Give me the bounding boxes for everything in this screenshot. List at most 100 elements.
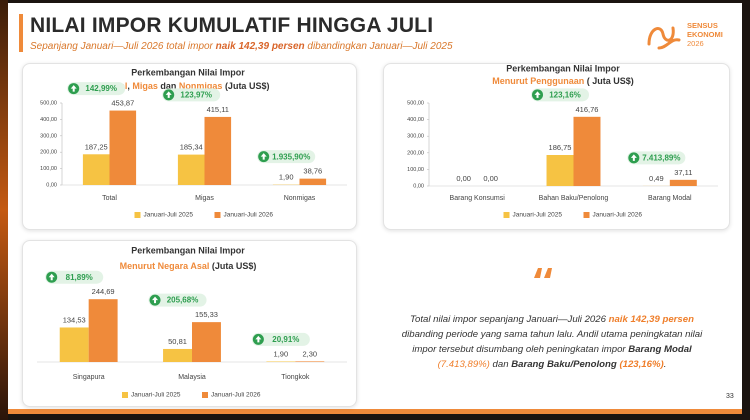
growth-label: 1.935,90% (272, 152, 310, 161)
growth-label: 123,16% (549, 90, 581, 99)
y-tick-label: 500,00 (40, 100, 57, 106)
chart-title: Perkembangan Nilai Impor (131, 245, 245, 255)
bar (204, 116, 232, 185)
value-label: 186,75 (549, 143, 572, 152)
legend-swatch (503, 212, 510, 218)
growth-badge (148, 293, 207, 307)
legend-label: Januari-Juli 2025 (144, 212, 194, 219)
value-label: 0,00 (483, 174, 498, 183)
growth-badge (67, 82, 126, 96)
y-tick-label: 200,00 (407, 150, 424, 156)
chart-panel (22, 240, 357, 407)
growth-badge (45, 270, 104, 284)
growth-label: 123,97% (180, 91, 212, 100)
value-label: 1,90 (274, 349, 289, 358)
subtitle-part: (Juta US$) (222, 81, 269, 91)
summary-part: dan (489, 359, 512, 370)
growth-arrow (260, 153, 267, 160)
subtitle-part: Nonmigas (179, 81, 223, 91)
slide-subtitle: Sepanjang Januari—Juli 2026 total impor … (30, 41, 453, 52)
x-tick-label: Bahan Baku/Penolong (539, 195, 609, 202)
value-label: 0,00 (456, 174, 471, 183)
value-label: 453,87 (111, 99, 134, 108)
y-tick-label: 100,00 (407, 167, 424, 173)
legend-swatch (122, 392, 128, 398)
value-label: 185,34 (180, 143, 203, 152)
quote-icon (534, 268, 552, 278)
summary-highlight: (7.413,89%) (437, 359, 490, 370)
x-tick-label: Singapura (73, 374, 105, 381)
growth-arrow (165, 91, 172, 98)
value-label: 187,25 (85, 142, 108, 151)
value-label: 50,81 (168, 337, 187, 346)
y-tick-label: 0,00 (413, 183, 424, 189)
y-tick-label: 100,00 (40, 166, 57, 172)
summary-part: dibanding periode yang sama tahun lalu. … (401, 329, 703, 355)
value-label: 416,76 (576, 105, 599, 114)
summary-bold: Barang Baku/Penolong (511, 359, 617, 370)
growth-label: 81,89% (66, 273, 93, 282)
value-label: 0,49 (649, 174, 664, 183)
growth-arrow (630, 154, 637, 161)
x-tick-label: Malaysia (178, 374, 206, 381)
value-label: 37,11 (674, 168, 692, 177)
subtitle-part: Sepanjang Januari—Juli 2026 total impor (30, 41, 216, 52)
chart: Perkembangan Nilai Impor Menurut Negara … (37, 245, 347, 399)
summary-bold: Barang Modal (628, 344, 692, 355)
bar (669, 179, 697, 186)
bar (88, 299, 118, 362)
growth-badge (257, 150, 316, 164)
summary-text: Total nilai impor sepanjang Januari—Juli… (392, 312, 712, 372)
value-label: 244,69 (92, 287, 115, 296)
summary-highlight: (123,16%) (619, 359, 664, 370)
legend-label: Januari-Juli 2026 (593, 212, 643, 219)
legend-label: Januari-Juli 2025 (513, 212, 563, 219)
value-label: 2,30 (302, 349, 317, 358)
legend-swatch (583, 212, 590, 218)
x-tick-label: Tiongkok (281, 374, 310, 381)
subtitle-part: (Juta US$) (209, 261, 256, 271)
legend-swatch (134, 212, 141, 218)
y-tick-label: 0,00 (46, 182, 57, 188)
chart-title: Perkembangan Nilai Impor (506, 63, 620, 73)
summary-highlight: naik 142,39 persen (608, 314, 694, 325)
value-label: 38,76 (303, 167, 322, 176)
growth-arrow (152, 296, 159, 304)
chart: Perkembangan Nilai Impor Total, Migas da… (40, 67, 347, 219)
growth-label: 20,91% (272, 335, 299, 344)
bar (163, 348, 192, 362)
logo: SENSUS EKONOMI 2026 (647, 21, 723, 50)
growth-badge (162, 88, 221, 102)
growth-arrow (255, 335, 262, 343)
bar (82, 154, 110, 185)
title-accent (19, 14, 23, 52)
value-label: 415,11 (207, 105, 229, 114)
subtitle-part: Menurut Penggunaan (492, 76, 584, 86)
y-tick-label: 400,00 (40, 117, 57, 123)
growth-label: 142,99% (85, 84, 117, 93)
growth-arrow (48, 273, 55, 281)
y-tick-label: 500,00 (407, 100, 424, 106)
bar (573, 116, 601, 186)
subtitle-part: ( Juta US$) (584, 76, 634, 86)
chart: Perkembangan Nilai Impor Menurut Penggun… (407, 63, 718, 219)
growth-badge (251, 332, 310, 346)
x-tick-label: Barang Modal (648, 195, 692, 202)
subtitle-part: Migas (132, 81, 158, 91)
value-label: 134,53 (63, 315, 86, 324)
page-number: 33 (726, 393, 734, 400)
slide-title: NILAI IMPOR KUMULATIF HINGGA JULI (30, 14, 434, 37)
bottom-bar (8, 409, 742, 414)
subtitle-part: Menurut Negara Asal (120, 261, 210, 271)
y-tick-label: 200,00 (40, 150, 57, 156)
growth-badge (627, 151, 686, 165)
legend-label: Januari-Juli 2026 (211, 392, 261, 399)
x-tick-label: Total (102, 195, 117, 202)
bar (299, 178, 327, 185)
bar (546, 154, 574, 186)
bar (59, 327, 89, 362)
y-tick-label: 300,00 (407, 134, 424, 140)
legend-swatch (214, 212, 221, 218)
bar (192, 322, 221, 362)
legend-label: Januari-Juli 2025 (131, 392, 181, 399)
